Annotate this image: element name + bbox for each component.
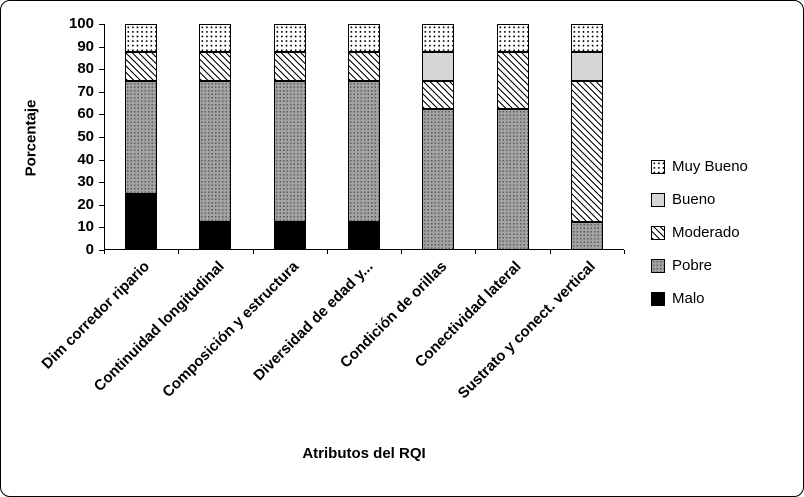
bar-segment-pobre xyxy=(125,80,158,194)
bar-segment-moderado xyxy=(422,80,455,109)
bar-segment-muy-bueno xyxy=(125,24,158,53)
y-tick-mark xyxy=(99,24,104,25)
x-tick-mark xyxy=(326,250,328,254)
y-tick-label: 70 xyxy=(77,82,94,100)
y-tick-mark xyxy=(99,114,104,116)
bar-segment-bueno xyxy=(422,52,455,81)
bar-segment-moderado xyxy=(199,52,232,81)
y-tick-label: 0 xyxy=(85,241,94,258)
legend-item-muy-bueno: Muy Bueno xyxy=(651,159,748,175)
legend-swatch-bueno xyxy=(651,193,665,207)
x-tick-mark xyxy=(401,250,403,254)
y-tick-label: 20 xyxy=(77,195,94,213)
bar-segment-muy-bueno xyxy=(199,24,232,53)
bar-segment-muy-bueno xyxy=(348,24,380,53)
category-label: Composición y estructura xyxy=(158,258,302,401)
bar-segment-moderado xyxy=(496,52,529,109)
x-tick-mark xyxy=(104,250,105,254)
category-label: Continuidad longitudinal xyxy=(90,258,228,395)
bar-segment-muy-bueno xyxy=(273,24,306,53)
legend: Muy Bueno Bueno Moderado Pobre Malo xyxy=(651,159,748,307)
legend-label: Moderado xyxy=(672,224,740,241)
y-axis-title: Porcentaje xyxy=(22,99,40,177)
bar-segment-malo xyxy=(199,221,232,250)
legend-swatch-pobre xyxy=(651,259,665,273)
bar-segment-pobre xyxy=(199,80,232,222)
bar-segment-malo xyxy=(348,221,380,250)
legend-item-malo: Malo xyxy=(651,291,748,307)
x-tick-mark xyxy=(252,250,254,254)
bar-segment-pobre xyxy=(422,108,455,250)
y-tick-mark xyxy=(99,69,104,71)
bar-segment-malo xyxy=(273,221,306,250)
category-label: Diversidad de edad y... xyxy=(249,258,377,385)
bar-segment-muy-bueno xyxy=(496,24,529,53)
category-label: Sustrato y conect. vertical xyxy=(454,258,599,403)
bar-segment-pobre xyxy=(496,108,529,250)
x-tick-mark xyxy=(549,250,551,254)
y-tick-label: 10 xyxy=(77,218,94,236)
legend-label: Malo xyxy=(672,290,705,307)
bar-segment-moderado xyxy=(570,80,603,222)
legend-swatch-moderado xyxy=(651,226,665,240)
bar-segment-moderado xyxy=(125,52,158,81)
y-tick-label: 100 xyxy=(68,15,94,32)
legend-label: Bueno xyxy=(672,191,716,208)
y-tick-label: 90 xyxy=(77,37,94,55)
y-tick-mark xyxy=(99,46,104,48)
y-tick-label: 80 xyxy=(77,60,94,78)
legend-label: Muy Bueno xyxy=(672,158,748,175)
x-tick-mark xyxy=(475,250,477,254)
bar-segment-pobre xyxy=(348,80,380,222)
y-tick-mark xyxy=(99,227,104,229)
bar-segment-moderado xyxy=(348,52,380,81)
bar-segment-malo xyxy=(125,193,158,250)
bar-segment-muy-bueno xyxy=(422,24,455,53)
bar-segment-bueno xyxy=(570,52,603,81)
y-tick-mark xyxy=(99,204,104,206)
y-tick-label: 40 xyxy=(77,150,94,168)
bar-segment-moderado xyxy=(273,52,306,81)
y-tick-label: 60 xyxy=(77,105,94,123)
y-tick-mark xyxy=(99,91,104,93)
y-tick-label: 50 xyxy=(77,128,94,145)
y-tick-mark xyxy=(99,159,104,161)
bar-segment-muy-bueno xyxy=(570,24,603,53)
y-tick-mark xyxy=(99,137,104,138)
y-tick-mark xyxy=(99,182,104,184)
bar-segment-pobre xyxy=(273,80,306,222)
legend-item-pobre: Pobre xyxy=(651,258,748,274)
x-axis-title: Atributos del RQI xyxy=(302,445,426,462)
legend-label: Pobre xyxy=(672,257,713,274)
y-tick-label: 30 xyxy=(77,173,94,191)
y-tick-mark xyxy=(99,250,104,251)
legend-item-bueno: Bueno xyxy=(651,192,748,208)
legend-swatch-muy-bueno xyxy=(651,160,665,174)
bar-segment-pobre xyxy=(570,221,603,250)
x-tick-mark xyxy=(624,250,625,254)
legend-item-moderado: Moderado xyxy=(651,225,748,241)
x-tick-mark xyxy=(178,250,180,254)
legend-swatch-malo xyxy=(651,292,665,306)
